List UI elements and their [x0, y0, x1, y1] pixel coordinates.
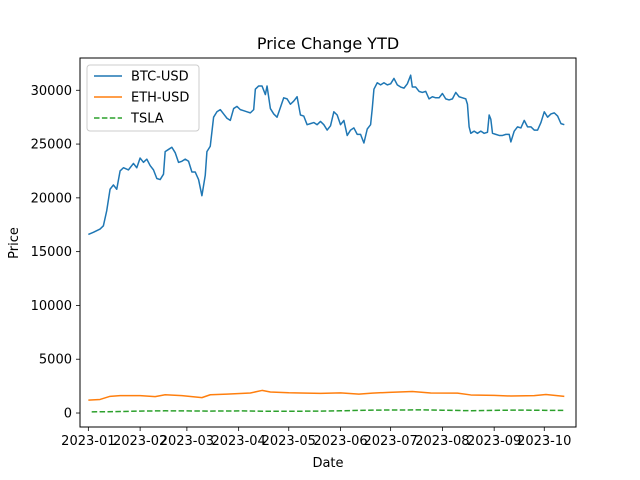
- y-tick-label: 15000: [31, 245, 72, 260]
- legend: BTC-USD ETH-USD TSLA: [86, 64, 200, 132]
- y-axis: 0 5000 10000 15000 20000 25000 30000: [31, 84, 80, 422]
- x-tick-label: 2023-02: [113, 434, 167, 449]
- series-line-btc-usd: [88, 74, 565, 236]
- x-tick-label: 2023-05: [262, 434, 316, 449]
- x-tick-label: 2023-03: [160, 434, 214, 449]
- x-tick-label: 2023-01: [61, 434, 115, 449]
- chart-title: Price Change YTD: [257, 34, 399, 53]
- series-layer: [88, 74, 565, 413]
- x-tick-label: 2023-10: [517, 434, 571, 449]
- x-tick-label: 2023-08: [415, 434, 469, 449]
- legend-label: BTC-USD: [131, 70, 189, 85]
- y-tick-label: 10000: [31, 299, 72, 314]
- legend-box: [86, 64, 200, 132]
- legend-label: TSLA: [130, 112, 164, 127]
- x-tick-label: 2023-09: [467, 434, 521, 449]
- x-tick-label: 2023-07: [363, 434, 417, 449]
- series-line-eth-usd: [88, 389, 565, 401]
- y-tick-label: 20000: [31, 191, 72, 206]
- y-tick-label: 30000: [31, 84, 72, 99]
- x-axis: 2023-012023-022023-032023-042023-052023-…: [61, 427, 571, 449]
- legend-label: ETH-USD: [131, 91, 189, 106]
- x-tick-label: 2023-06: [313, 434, 367, 449]
- plot-frame: [79, 57, 577, 428]
- y-tick-label: 5000: [39, 353, 72, 368]
- series-line-tsla: [91, 409, 565, 413]
- x-tick-label: 2023-04: [211, 434, 265, 449]
- y-tick-label: 25000: [31, 138, 72, 153]
- y-tick-label: 0: [64, 407, 72, 422]
- y-axis-label: Price: [7, 227, 22, 259]
- x-axis-label: Date: [312, 456, 343, 471]
